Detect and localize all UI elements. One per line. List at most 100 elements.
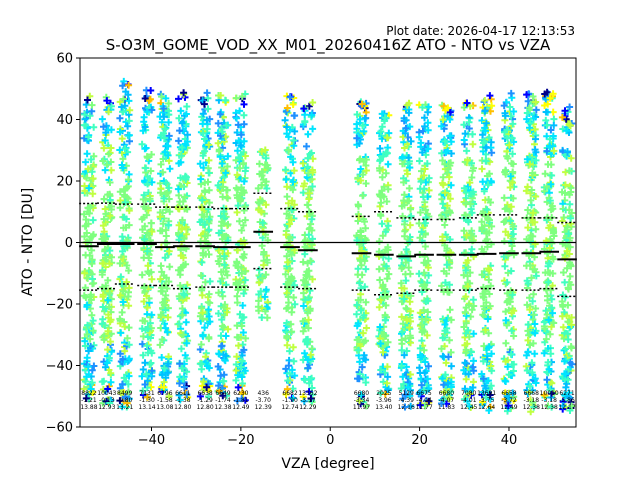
data-point (179, 261, 187, 269)
data-point (357, 306, 365, 314)
data-point (215, 247, 223, 254)
data-point (543, 376, 551, 384)
data-point (232, 376, 240, 384)
column-mean-label: -0.80 (117, 397, 133, 404)
data-point (461, 308, 469, 316)
data-point (118, 380, 126, 388)
data-point (383, 379, 391, 387)
data-point (308, 240, 316, 248)
data-point (401, 403, 409, 411)
data-point (406, 238, 414, 246)
column-std-label: 12.16 (398, 404, 415, 411)
data-point (305, 379, 313, 387)
data-point (362, 156, 370, 164)
data-point (421, 243, 429, 250)
column-count-label: 7080 (461, 390, 476, 397)
data-point (546, 330, 554, 338)
data-point (447, 316, 455, 324)
data-point (306, 224, 314, 232)
data-point (201, 135, 208, 143)
column-std-label: 13.14 (138, 404, 155, 411)
data-point (126, 106, 134, 114)
data-point (221, 96, 229, 104)
data-point (175, 221, 183, 229)
data-point (466, 269, 474, 277)
data-point (146, 175, 154, 182)
data-point (157, 160, 165, 168)
data-point (118, 135, 126, 143)
data-point (524, 183, 532, 191)
data-point (438, 375, 446, 383)
data-point (360, 338, 368, 346)
data-point (424, 264, 432, 272)
data-point (445, 336, 453, 344)
data-point (406, 332, 414, 340)
data-point (240, 290, 248, 297)
data-point (85, 347, 93, 355)
data-point (218, 235, 226, 243)
data-point (86, 335, 94, 343)
data-point (305, 195, 313, 203)
data-point (116, 114, 124, 122)
data-point (180, 375, 187, 383)
data-point (301, 118, 309, 126)
data-point (527, 231, 535, 239)
data-point (301, 376, 309, 384)
data-point (100, 144, 108, 152)
data-point (416, 185, 424, 193)
column-count-label: 6649 (215, 390, 230, 397)
data-point (478, 226, 486, 233)
data-point (559, 240, 567, 248)
data-point (143, 108, 151, 116)
data-point (140, 213, 148, 221)
data-point (200, 100, 208, 108)
data-point (308, 111, 316, 119)
data-point (241, 396, 249, 404)
data-point (285, 199, 292, 207)
data-point (158, 336, 166, 343)
data-point (466, 179, 474, 187)
data-point (291, 372, 299, 380)
data-point (561, 391, 569, 399)
data-point (383, 363, 391, 371)
data-point (375, 191, 383, 198)
data-point (198, 291, 206, 299)
data-point (205, 335, 213, 343)
data-point (469, 384, 477, 391)
y-tick-label: −20 (46, 298, 73, 313)
data-point (527, 408, 535, 416)
data-point (540, 349, 548, 357)
data-point (87, 385, 95, 393)
data-point (379, 283, 387, 290)
data-point (160, 105, 168, 113)
data-point (485, 276, 493, 284)
data-point (198, 382, 206, 390)
data-point (479, 210, 487, 218)
data-point (283, 341, 291, 349)
data-point (299, 159, 307, 167)
data-point (308, 345, 316, 353)
data-point (255, 291, 263, 298)
data-point (356, 397, 363, 405)
data-point (561, 278, 569, 286)
data-point (377, 340, 385, 348)
data-point (543, 121, 551, 129)
data-point (479, 357, 487, 365)
column-mean-label: -1.74 (215, 397, 231, 404)
data-point (263, 256, 271, 264)
data-point (508, 291, 516, 299)
data-point (285, 146, 293, 154)
data-point (360, 355, 368, 362)
data-point (501, 205, 509, 213)
data-point (377, 211, 384, 218)
data-point (384, 373, 392, 381)
data-point (509, 120, 517, 128)
data-point (197, 175, 205, 183)
data-point (221, 356, 229, 364)
data-point (399, 133, 407, 141)
data-point (157, 287, 165, 295)
data-point (484, 265, 492, 272)
data-point (304, 364, 312, 372)
data-point (175, 191, 183, 199)
data-point (353, 336, 361, 344)
